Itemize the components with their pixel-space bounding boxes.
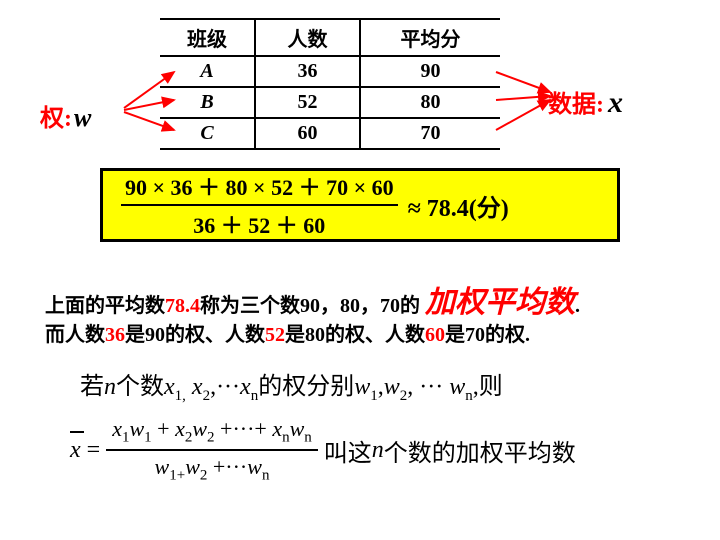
cell: 80 <box>360 87 500 118</box>
th-count: 人数 <box>255 19 360 56</box>
data-label: 数据:x <box>548 84 623 120</box>
formula-condition: 若n个数x1, x2,···xn的权分别w1,w2, ··· wn,则 <box>80 366 503 405</box>
data-text: 数据: <box>548 92 604 118</box>
paragraph-2: 而人数36是90的权、人数52是80的权、人数60是70的权. <box>45 318 530 347</box>
cell: 52 <box>255 87 360 118</box>
cell: A <box>160 56 255 87</box>
paragraph-1: 上面的平均数78.4称为三个数90，80，70的 加权平均数. <box>45 277 580 321</box>
weight-var: w <box>74 103 91 132</box>
calculation-box: 90 × 36 ＋ 80 × 52 ＋ 70 × 60 36 ＋ 52 ＋ 60… <box>100 168 620 242</box>
weight-text: 权: <box>40 106 72 132</box>
denominator: 36 ＋ 52 ＋ 60 <box>189 206 329 240</box>
cell: 90 <box>360 56 500 87</box>
data-var: x <box>608 86 623 119</box>
numerator: 90 × 36 ＋ 80 × 52 ＋ 70 × 60 <box>121 170 398 206</box>
th-avg: 平均分 <box>360 19 500 56</box>
formula-num: x1w1 + x2w2 +···+ xnwn <box>106 416 318 451</box>
data-table: 班级 人数 平均分 A 36 90 B 52 80 C 60 70 <box>160 18 500 150</box>
cell: B <box>160 87 255 118</box>
result: ≈ 78.4(分) <box>408 188 509 223</box>
formula-fraction: x1w1 + x2w2 +···+ xnwn w1+w2 +···wn <box>106 416 318 485</box>
formula-result: x = x1w1 + x2w2 +···+ xnwn w1+w2 +···wn … <box>70 416 576 485</box>
weight-label: 权:w <box>40 98 91 133</box>
x-bar: x <box>70 437 81 464</box>
cell: 36 <box>255 56 360 87</box>
th-class: 班级 <box>160 19 255 56</box>
cell: 70 <box>360 118 500 149</box>
cell: C <box>160 118 255 149</box>
fraction: 90 × 36 ＋ 80 × 52 ＋ 70 × 60 36 ＋ 52 ＋ 60 <box>121 170 398 240</box>
formula-den: w1+w2 +···wn <box>149 451 276 484</box>
cell: 60 <box>255 118 360 149</box>
